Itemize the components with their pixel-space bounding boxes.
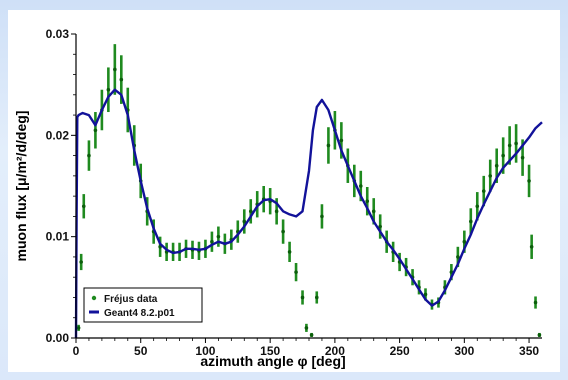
data-point bbox=[113, 67, 117, 72]
data-point bbox=[462, 239, 467, 244]
data-point bbox=[481, 189, 486, 193]
data-point bbox=[210, 239, 214, 244]
data-point bbox=[81, 204, 86, 209]
data-point bbox=[475, 204, 480, 209]
data-point bbox=[358, 184, 363, 188]
data-point bbox=[494, 163, 499, 168]
data-point bbox=[294, 270, 298, 274]
data-point bbox=[287, 250, 292, 254]
y-tick-label: 0.03 bbox=[46, 27, 70, 41]
data-point bbox=[216, 234, 221, 239]
chart-svg: 0 50 100 150 200 250 300 350 0.00 0.01 0.02 0.03 Fr… bbox=[13, 27, 543, 369]
x-tick-label: 350 bbox=[519, 344, 539, 358]
data-point bbox=[501, 153, 505, 158]
data-point bbox=[87, 153, 91, 158]
data-point bbox=[242, 219, 247, 224]
data-point bbox=[119, 77, 124, 82]
data-point bbox=[514, 141, 518, 146]
data-point bbox=[300, 295, 305, 300]
data-point bbox=[378, 224, 382, 229]
data-point bbox=[326, 143, 331, 148]
data-point bbox=[274, 209, 279, 214]
data-point bbox=[79, 260, 83, 264]
y-tick-label: 0.00 bbox=[46, 331, 70, 345]
data-point bbox=[537, 333, 542, 337]
data-point bbox=[281, 229, 285, 234]
data-point bbox=[527, 179, 531, 183]
data-point bbox=[423, 292, 428, 297]
x-tick-label: 300 bbox=[454, 344, 474, 358]
plot-area bbox=[76, 34, 542, 338]
x-tick-label: 150 bbox=[260, 344, 280, 358]
data-point bbox=[520, 155, 525, 160]
legend-box bbox=[83, 287, 203, 323]
data-point bbox=[248, 209, 253, 214]
chart-panel: 0 50 100 150 200 250 300 350 0.00 0.01 0.02 0.03 Fr… bbox=[8, 10, 560, 372]
data-point bbox=[309, 333, 314, 337]
data-point bbox=[365, 199, 370, 203]
x-axis-title: azimuth angle φ [deg] bbox=[200, 353, 345, 369]
data-point bbox=[106, 87, 111, 92]
x-tick-label: 50 bbox=[134, 344, 148, 358]
data-point bbox=[529, 245, 534, 249]
y-tick-label: 0.01 bbox=[46, 230, 70, 244]
y-tick-label: 0.02 bbox=[46, 128, 70, 142]
data-point bbox=[304, 326, 309, 330]
data-point bbox=[469, 219, 473, 224]
series-line-geant4 bbox=[74, 88, 543, 339]
y-axis-title: muon flux [μ/m²/d/deg] bbox=[13, 111, 29, 262]
data-point bbox=[371, 209, 376, 214]
data-point bbox=[488, 174, 493, 178]
data-point bbox=[320, 214, 324, 219]
x-tick-label: 250 bbox=[390, 344, 410, 358]
x-tick-label: 200 bbox=[325, 344, 345, 358]
data-point bbox=[533, 300, 538, 305]
data-point bbox=[456, 255, 460, 259]
data-point bbox=[314, 295, 319, 300]
legend-label-frejus: Fréjus data bbox=[104, 294, 158, 305]
x-tick-label: 100 bbox=[195, 344, 215, 358]
data-point bbox=[76, 326, 81, 330]
data-point bbox=[339, 138, 344, 143]
data-point bbox=[507, 143, 512, 148]
legend-label-geant4: Geant4 8.2.p01 bbox=[104, 308, 175, 319]
legend-marker-frejus bbox=[91, 295, 97, 301]
data-point bbox=[93, 128, 98, 133]
x-tick-label: 0 bbox=[73, 344, 80, 358]
